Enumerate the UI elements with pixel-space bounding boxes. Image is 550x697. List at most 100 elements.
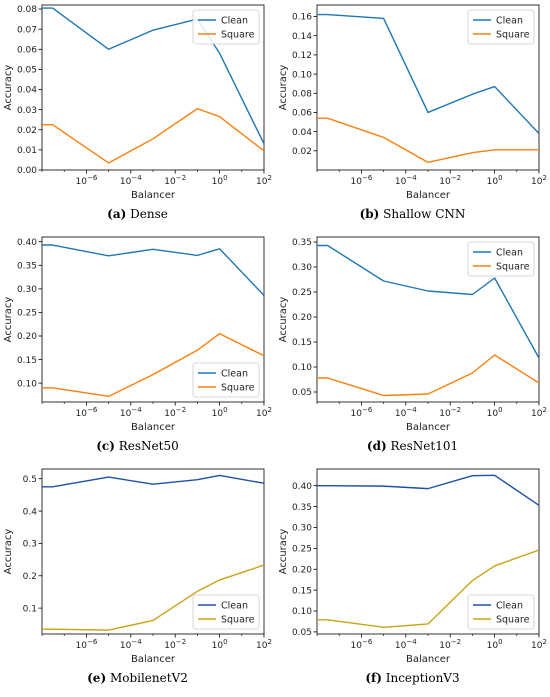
chart-panel-4: 10−6 10−4 10−2 100 102 0.1 0.2 0.3 0.4 0.5 Balance… — [0, 464, 275, 693]
x-tick-label: 102 — [531, 638, 547, 651]
chart-caption: (d) ResNet101 — [275, 439, 550, 453]
y-axis-label: Accuracy — [3, 65, 14, 111]
x-tick-label: 10−2 — [439, 174, 461, 187]
y-tick-label: 0.35 — [292, 238, 312, 248]
x-axis-label: Balancer — [406, 422, 451, 433]
chart-caption: (f) InceptionV3 — [275, 671, 550, 685]
y-tick-label: 0.02 — [292, 147, 312, 157]
y-axis-label: Accuracy — [3, 297, 14, 343]
x-tick-label: 100 — [212, 638, 228, 651]
legend-label: Clean — [221, 600, 248, 611]
legend-label: Square — [496, 261, 530, 272]
legend-box — [192, 594, 260, 630]
caption-text: MobilenetV2 — [106, 671, 188, 685]
x-tick-label: 100 — [212, 174, 228, 187]
y-tick-label: 0.06 — [17, 45, 37, 55]
caption-text: InceptionV3 — [381, 671, 460, 685]
y-tick-label: 0.25 — [292, 288, 312, 298]
y-tick-label: 0.01 — [17, 146, 37, 156]
x-tick-label: 10−6 — [351, 406, 373, 419]
x-tick-label: 10−6 — [76, 406, 98, 419]
series-line-clean — [317, 474, 539, 506]
x-axis-label: Balancer — [131, 654, 176, 665]
legend-label: Square — [496, 614, 530, 625]
series-line-square — [42, 332, 264, 398]
y-tick-label: 0.05 — [17, 66, 37, 76]
y-tick-label: 0.05 — [292, 628, 312, 638]
y-tick-label: 0.3 — [23, 540, 37, 550]
legend-label: Square — [221, 614, 255, 625]
y-tick-label: 0.15 — [17, 356, 37, 366]
legend: Clean Square — [192, 362, 260, 398]
y-tick-label: 0.08 — [17, 5, 37, 15]
y-tick-label: 0.5 — [23, 475, 37, 485]
chart-caption: (c) ResNet50 — [0, 439, 275, 453]
series-line-square — [317, 354, 539, 397]
series-line-square — [317, 549, 539, 629]
chart-panel-2: 10−6 10−4 10−2 100 102 0.10 0.15 0.20 0.25 0.30 0.… — [0, 232, 275, 461]
caption-text: ResNet101 — [386, 439, 459, 453]
x-tick-label: 10−6 — [76, 638, 98, 651]
chart-svg: 10−6 10−4 10−2 100 102 0.05 0.10 0.15 0.20 0.25 0.… — [278, 468, 547, 665]
series-line-clean — [42, 244, 264, 296]
x-tick-label: 10−6 — [351, 174, 373, 187]
x-tick-label: 100 — [487, 174, 503, 187]
legend-label: Clean — [221, 368, 248, 379]
x-axis-label: Balancer — [131, 422, 176, 433]
legend-box — [192, 9, 260, 45]
x-tick-label: 102 — [531, 174, 547, 187]
legend-box — [467, 9, 535, 45]
chart-caption: (b) Shallow CNN — [275, 207, 550, 221]
x-tick-label: 10−2 — [164, 174, 186, 187]
y-tick-label: 0.10 — [292, 607, 312, 617]
caption-letter: (c) — [96, 439, 115, 453]
y-tick-label: 0.02 — [17, 126, 37, 136]
y-tick-label: 0.10 — [292, 363, 312, 373]
y-tick-label: 0.07 — [17, 25, 37, 35]
x-tick-label: 10−2 — [164, 638, 186, 651]
series-line-clean — [42, 474, 264, 488]
chart-svg: 10−6 10−4 10−2 100 102 0.05 0.10 0.15 0.20 0.25 0.… — [278, 236, 547, 433]
x-tick-label: 10−6 — [351, 638, 373, 651]
y-tick-label: 0.30 — [292, 524, 312, 534]
caption-letter: (d) — [366, 439, 387, 453]
y-tick-label: 0.4 — [23, 507, 38, 517]
chart-caption: (a) Dense — [0, 207, 275, 221]
caption-letter: (e) — [87, 671, 107, 685]
chart-svg: 10−6 10−4 10−2 100 102 0.1 0.2 0.3 0.4 0.5 Balance… — [3, 468, 272, 665]
y-tick-label: 0.14 — [292, 32, 312, 42]
legend: Clean Square — [467, 241, 535, 277]
y-tick-label: 0.10 — [292, 70, 312, 80]
x-tick-label: 10−4 — [395, 638, 417, 651]
y-tick-label: 0.30 — [292, 263, 312, 273]
chart-panel-0: 10−6 10−4 10−2 100 102 0.00 0.01 0.02 0.03 0.04 0.… — [0, 0, 275, 229]
caption-text: Shallow CNN — [379, 207, 466, 221]
series-line-square — [42, 564, 264, 631]
chart-caption: (e) MobilenetV2 — [0, 671, 275, 685]
legend-label: Square — [221, 29, 255, 40]
legend-label: Clean — [221, 15, 248, 26]
y-tick-label: 0.20 — [17, 332, 37, 342]
y-tick-label: 0.16 — [292, 13, 312, 23]
x-tick-label: 10−2 — [164, 406, 186, 419]
caption-letter: (f) — [365, 671, 382, 685]
y-tick-label: 0.40 — [17, 238, 37, 248]
y-tick-label: 0.10 — [17, 379, 37, 389]
x-tick-label: 100 — [212, 406, 228, 419]
x-tick-label: 10−4 — [395, 406, 417, 419]
series-line-clean — [317, 244, 539, 359]
chart-panel-3: 10−6 10−4 10−2 100 102 0.05 0.10 0.15 0.20 0.25 0.… — [275, 232, 550, 461]
y-tick-label: 0.1 — [23, 604, 37, 614]
caption-letter: (b) — [359, 207, 380, 221]
x-tick-label: 10−4 — [120, 638, 142, 651]
y-axis-label: Accuracy — [3, 529, 14, 575]
y-axis-label: Accuracy — [278, 65, 289, 111]
y-tick-label: 0.2 — [23, 572, 37, 582]
series-line-square — [317, 117, 539, 164]
x-tick-label: 10−2 — [439, 638, 461, 651]
y-tick-label: 0.20 — [292, 565, 312, 575]
y-tick-label: 0.25 — [292, 545, 312, 555]
x-axis-label: Balancer — [406, 654, 451, 665]
y-tick-label: 0.06 — [292, 109, 312, 119]
